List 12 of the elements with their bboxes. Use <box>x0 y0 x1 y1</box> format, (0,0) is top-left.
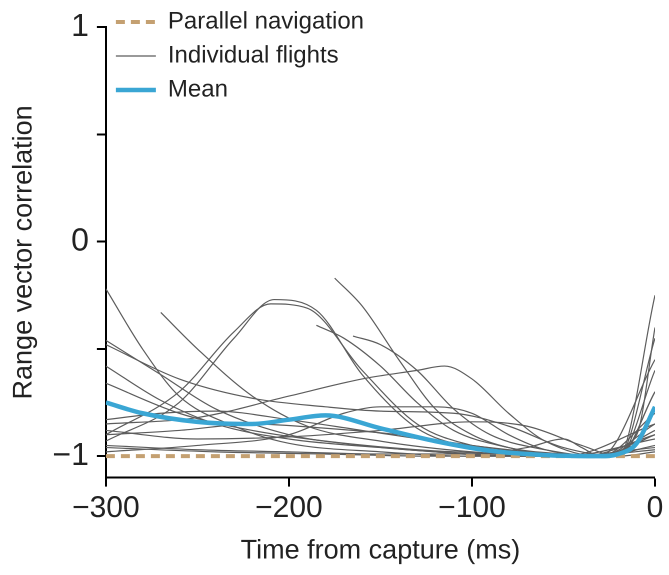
y-tick-label: 0 <box>71 222 89 258</box>
x-tick-label: −100 <box>438 490 506 524</box>
y-tick-label: −1 <box>52 436 89 472</box>
x-tick-label: −200 <box>255 490 323 524</box>
legend-label: Parallel navigation <box>168 8 364 35</box>
x-tick-label: 0 <box>646 490 664 524</box>
x-axis-title: Time from capture (ms) <box>240 534 520 564</box>
y-tick-label: 1 <box>71 7 89 44</box>
legend-label: Individual flights <box>168 42 339 69</box>
y-axis-title: Range vector correlation <box>8 105 38 400</box>
x-tick-label: −300 <box>72 490 140 524</box>
legend-label: Mean <box>168 76 228 103</box>
